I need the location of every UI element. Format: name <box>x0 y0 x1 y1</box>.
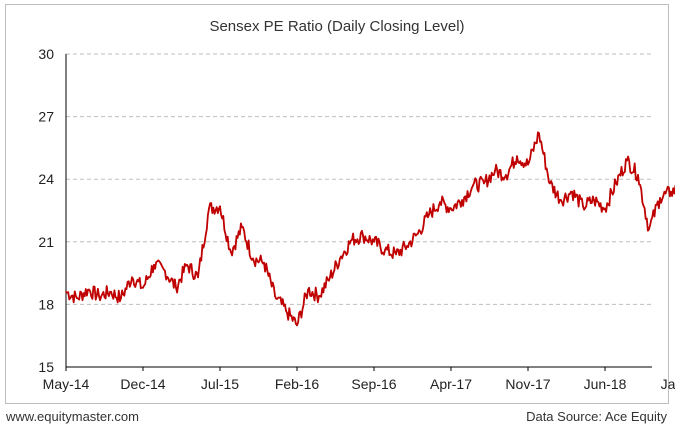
data-point-Nov-18 <box>659 197 661 199</box>
x-tick-label-Jul-15: Jul-15 <box>201 376 239 392</box>
data-point-Sep-16 <box>373 240 375 243</box>
data-point-Jun-14 <box>76 297 78 300</box>
data-point-Mar-15 <box>175 286 177 289</box>
data-point-Nov-15 <box>263 261 265 264</box>
axes <box>65 54 652 371</box>
data-point-Apr-17 <box>450 207 452 210</box>
data-point-Oct-15 <box>252 257 254 260</box>
chart-title: Sensex PE Ratio (Daily Closing Level) <box>209 18 465 35</box>
y-tick-label-15: 15 <box>38 359 54 375</box>
y-tick-label-30: 30 <box>38 46 54 62</box>
data-point-May-14 <box>65 290 67 293</box>
data-point-Jan-15 <box>153 263 155 266</box>
data-point-Sep-14 <box>109 290 111 293</box>
data-point-Mar-17 <box>439 201 441 204</box>
data-source-label: Data Source: Ace Equity <box>526 409 667 424</box>
website-label: www.equitymaster.com <box>6 409 139 424</box>
data-point-Aug-15 <box>230 251 232 254</box>
data-point-Jul-17 <box>483 182 485 185</box>
data-point-Aug-18 <box>626 159 628 162</box>
y-tick-label-21: 21 <box>38 234 54 250</box>
x-tick-label-Jun-18: Jun-18 <box>584 376 627 392</box>
data-point-Apr-15 <box>186 263 188 266</box>
data-point-Aug-16 <box>362 234 364 237</box>
data-point-Sep-15 <box>241 226 243 229</box>
data-point-May-16 <box>329 276 331 279</box>
tick-labels: 15 18 21 24 27 30 May-14 Dec-14 Jul-15 Feb-16 Sep-… <box>38 46 675 392</box>
data-point-Jan-16 <box>285 309 287 312</box>
data-point-Sep-17 <box>505 174 507 176</box>
data-point-Nov-14 <box>131 276 133 279</box>
data-point-Dec-16 <box>406 245 408 247</box>
x-tick-label-Apr-17: Apr-17 <box>430 376 472 392</box>
data-point-Aug-14 <box>98 295 100 297</box>
data-point-Nov-17 <box>527 163 529 166</box>
data-point-Mar-18 <box>571 190 573 193</box>
y-tick-label-18: 18 <box>38 296 54 312</box>
x-tick-label-Jan-19: Jan-19 <box>661 376 675 392</box>
x-tick-label-Dec-14: Dec-14 <box>120 376 165 392</box>
x-tick-label-May-14: May-14 <box>43 376 90 392</box>
data-point-May-18 <box>593 199 595 201</box>
data-point-Jul-16 <box>351 238 353 241</box>
series-layer <box>65 131 675 327</box>
data-point-Feb-15 <box>164 270 166 272</box>
data-point-Dec-17 <box>538 132 540 135</box>
y-tick-label-27: 27 <box>38 109 54 125</box>
data-point-Apr-16 <box>318 295 320 297</box>
data-point-Jul-14 <box>87 288 89 291</box>
data-point-Jul-15 <box>219 205 221 208</box>
data-point-Jun-15 <box>208 207 210 210</box>
x-tick-label-Sep-16: Sep-16 <box>351 376 396 392</box>
data-point-Oct-18 <box>648 228 650 231</box>
data-point-Feb-18 <box>560 199 562 201</box>
y-tick-label-24: 24 <box>38 171 54 187</box>
data-point-Oct-14 <box>120 297 122 300</box>
data-point-Aug-17 <box>494 169 496 172</box>
data-point-Jan-18 <box>549 182 551 185</box>
data-point-Mar-16 <box>307 288 309 291</box>
data-point-Sep-18 <box>637 174 639 176</box>
data-point-Dec-15 <box>274 295 276 297</box>
data-point-Jun-17 <box>472 184 474 187</box>
x-tick-label-Feb-16: Feb-16 <box>275 376 320 392</box>
data-point-Jun-18 <box>604 207 606 210</box>
data-point-Oct-17 <box>516 155 518 158</box>
chart-frame: Sensex PE Ratio (Daily Closing Level) <box>5 4 669 404</box>
data-point-Apr-18 <box>582 205 584 208</box>
data-point-Feb-17 <box>428 213 430 216</box>
data-point-Jun-16 <box>340 255 342 258</box>
data-point-Dec-18 <box>670 190 672 193</box>
data-point-May-17 <box>461 199 463 201</box>
data-point-Oct-16 <box>384 249 386 252</box>
data-point-Dec-14 <box>142 286 144 289</box>
x-tick-label-Nov-17: Nov-17 <box>505 376 550 392</box>
data-point-Jul-18 <box>615 182 617 185</box>
data-point-Feb-16 <box>296 324 298 327</box>
data-point-May-15 <box>197 276 199 279</box>
series-line-sensex-pe <box>65 131 675 327</box>
data-point-Nov-16 <box>395 253 397 256</box>
data-point-Jan-17 <box>417 232 419 235</box>
